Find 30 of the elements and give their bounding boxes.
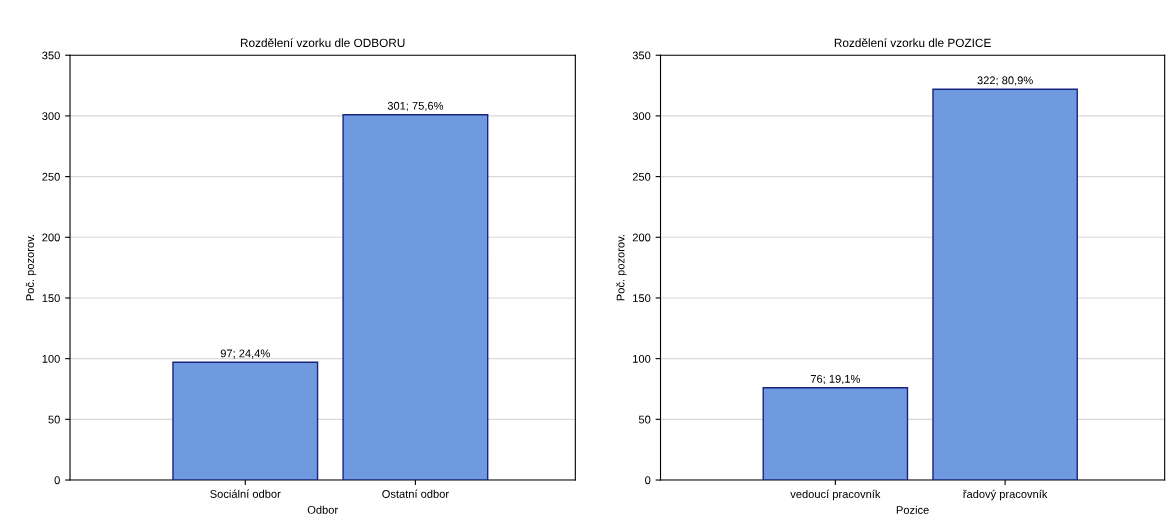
data-label: 97; 24,4% [220, 349, 270, 359]
chart-title: Rozdělení vzorku dle POZICE [834, 38, 991, 48]
y-tick-label: 0 [645, 476, 651, 485]
y-tick-label: 200 [632, 233, 651, 242]
y-tick-label: 200 [42, 233, 60, 242]
y-tick-label: 50 [48, 415, 60, 424]
data-label: 322; 80,9% [977, 76, 1033, 86]
y-tick-label: 100 [633, 354, 651, 363]
x-tick-label: Sociální odbor [210, 489, 281, 498]
y-axis-title: Poč. pozorov. [616, 235, 627, 301]
chart-title: Rozdělení vzorku dle ODBORU [240, 38, 405, 48]
data-label: 76; 19,1% [810, 374, 860, 385]
x-tick-label: vedoucí pracovník [790, 489, 881, 501]
y-tick-label: 300 [42, 112, 60, 121]
y-tick-label: 250 [632, 172, 651, 181]
y-axis-title: Poč. pozorov. [25, 235, 37, 301]
y-tick-label: 250 [42, 172, 60, 181]
y-tick-label: 350 [42, 51, 60, 60]
x-tick-label: Ostatní odbor [382, 489, 449, 498]
y-tick-label: 300 [632, 112, 651, 121]
y-tick-label: 150 [42, 294, 60, 303]
data-label: 301; 75,6% [387, 101, 444, 112]
y-tick-label: 0 [54, 476, 60, 485]
y-tick-label: 150 [633, 294, 651, 303]
x-axis-title: Odbor [307, 505, 338, 514]
y-tick-label: 100 [42, 354, 60, 363]
x-axis-title: Pozice [896, 505, 929, 514]
y-tick-label: 50 [638, 415, 651, 424]
y-tick-label: 350 [632, 51, 651, 60]
x-tick-label: řadový pracovník [963, 489, 1048, 501]
